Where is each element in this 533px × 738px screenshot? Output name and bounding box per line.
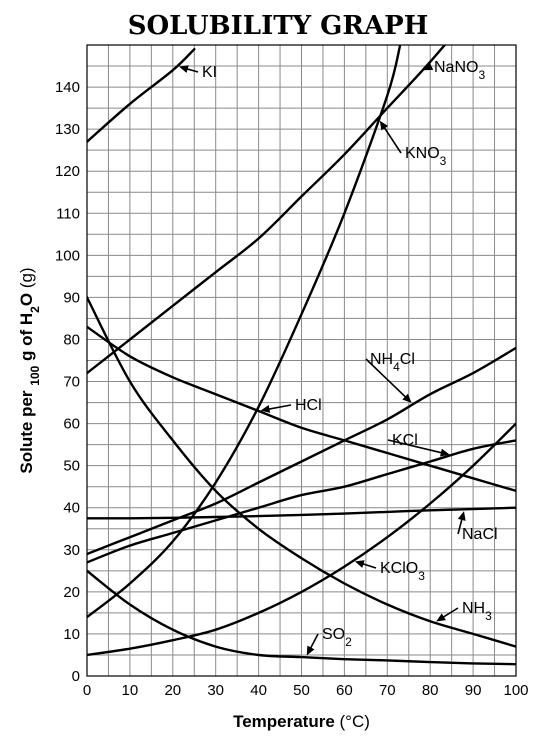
y-tick-label: 40 <box>63 500 80 517</box>
series-line-kcl <box>87 439 516 564</box>
y-tick-label: 10 <box>63 626 80 643</box>
x-tick-label: 0 <box>83 682 91 699</box>
series-line-so2 <box>87 569 516 666</box>
series-line-nh4cl <box>87 346 516 556</box>
series-label-kno3: KNO3 <box>405 145 447 168</box>
y-axis-label: Solute per 100 g of H2O (g) <box>17 267 42 473</box>
pointer-arrowhead <box>306 645 315 656</box>
pointer-nh3 <box>440 607 459 620</box>
pointer-arrowhead <box>260 405 271 413</box>
x-tick-label: 50 <box>293 682 310 699</box>
y-tick-label: 0 <box>72 668 80 685</box>
y-tick-label: 80 <box>63 331 80 348</box>
y-tick-label: 60 <box>63 416 80 433</box>
pointer-arrowhead <box>457 511 466 521</box>
plot-grid <box>86 44 517 677</box>
series-label-kclo3: KClO3 <box>380 560 425 583</box>
series-label-nh4cl: NH4Cl <box>370 351 415 374</box>
series-line-kno3 <box>87 45 402 619</box>
y-tick-label: 30 <box>63 542 80 559</box>
series-line-ki <box>87 48 196 143</box>
x-tick-label: 60 <box>336 682 353 699</box>
pointer-so2 <box>308 633 319 651</box>
series-label-so2: SO2 <box>322 626 352 649</box>
series-line-nacl <box>87 506 516 520</box>
x-tick-label: 30 <box>207 682 224 699</box>
series-line-nh3 <box>87 296 516 648</box>
pointer-arrowhead <box>402 393 412 403</box>
y-tick-label: 100 <box>55 247 80 264</box>
pointer-arrowhead <box>379 120 389 131</box>
pointer-arrowhead <box>354 560 365 568</box>
series-label-nh3: NH3 <box>462 600 492 623</box>
pointer-kno3 <box>382 125 402 154</box>
x-tick-label: 80 <box>422 682 439 699</box>
x-tick-label: 100 <box>503 682 528 699</box>
pointer-nh4cl <box>365 358 408 400</box>
series-lines <box>87 45 516 666</box>
y-tick-label: 20 <box>63 584 80 601</box>
plot-frame <box>86 44 517 677</box>
series-label-nacl: NaCl <box>462 526 498 543</box>
pointer-arrowhead <box>440 448 450 457</box>
chart-title: SOLUBILITY GRAPH <box>128 11 429 41</box>
series-label-nano3: NaNO3 <box>434 59 485 82</box>
y-tick-label: 70 <box>63 374 80 391</box>
series-line-nano3 <box>87 45 447 375</box>
axis-ticks: 0 10 20 30 40 50 60 70 80 90 100 0 10 20 30 40 50 60 70 80 9… <box>55 79 529 699</box>
pointer-arrowhead <box>423 62 434 71</box>
y-tick-label: 110 <box>56 205 80 222</box>
x-tick-label: 40 <box>250 682 267 699</box>
series-label-ki: KI <box>202 64 217 81</box>
y-tick-label: 50 <box>63 458 80 475</box>
pointer-arrowhead <box>436 613 446 622</box>
x-axis-label: Temperature (°C) <box>233 712 370 731</box>
y-tick-label: 140 <box>55 79 80 96</box>
y-tick-label: 120 <box>55 163 80 180</box>
y-tick-label: 130 <box>55 121 80 138</box>
y-tick-label: 90 <box>63 289 80 306</box>
pointer-kcl <box>387 439 445 455</box>
x-tick-label: 70 <box>379 682 396 699</box>
series-line-kclo3 <box>87 422 516 657</box>
series-line-hcl <box>87 325 516 493</box>
x-tick-label: 90 <box>465 682 482 699</box>
series-label-hcl: HCl <box>295 397 322 414</box>
x-tick-label: 20 <box>164 682 181 699</box>
pointer-arrowhead <box>179 65 189 73</box>
pointer-hcl <box>266 404 292 411</box>
x-tick-label: 10 <box>122 682 139 699</box>
